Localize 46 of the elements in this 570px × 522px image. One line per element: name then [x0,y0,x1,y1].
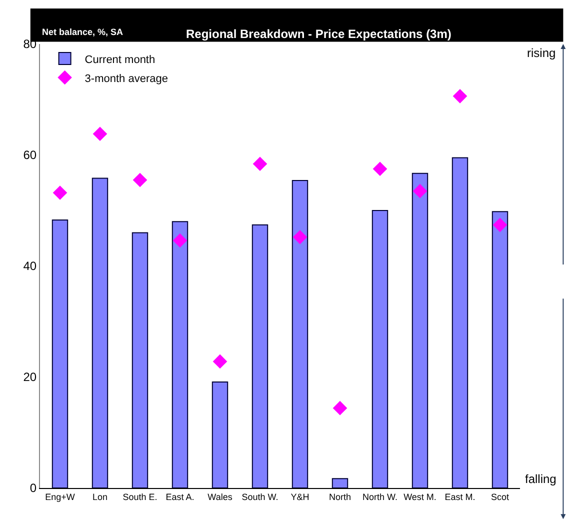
y-axis-title: Net balance, %, SA [42,27,124,37]
point [92,126,108,142]
bar [212,382,228,488]
point [492,218,508,232]
point [452,89,468,104]
x-tick-label: East M. [444,492,476,502]
x-tick-label: Eng+W [45,492,76,502]
bar [132,232,148,488]
bar [292,180,308,488]
y-tick-label: 60 [23,148,37,162]
x-tick-label: North W. [362,492,398,502]
point [292,230,308,244]
x-tick-label: Y&H [290,492,310,502]
x-tick-label: South E. [122,492,158,502]
legend-label: 3-month average [84,72,168,85]
text: falling [525,472,556,486]
point [412,184,428,198]
y-tick-label: 40 [23,259,37,274]
bar [452,157,468,488]
y-tick-label: 20 [23,370,37,384]
point [252,156,268,172]
bar [172,221,188,488]
point [332,400,348,416]
point [372,162,388,176]
bar [52,219,68,488]
point [132,172,148,188]
point [212,354,228,369]
x-tick-label: East A. [166,492,194,502]
x-tick-label: South W. [242,492,278,502]
bar [412,172,428,488]
x-tick-label: North [328,492,352,502]
bar [252,224,268,488]
x-tick-label: Wales [208,492,233,502]
x-tick-label: Scot [490,492,510,502]
y-tick-label: 0 [30,481,37,496]
text: rising [527,46,556,60]
bar [332,478,348,488]
point [172,233,188,248]
chart-title: Regional Breakdown - Price Expectations (3m) [186,27,452,41]
x-tick-label: Lon [92,492,108,502]
bar [492,211,508,488]
legend-label: Current month [84,54,156,66]
bar [372,210,388,488]
x-tick-label: West M. [404,492,436,502]
point [52,186,68,200]
bar [92,178,108,488]
